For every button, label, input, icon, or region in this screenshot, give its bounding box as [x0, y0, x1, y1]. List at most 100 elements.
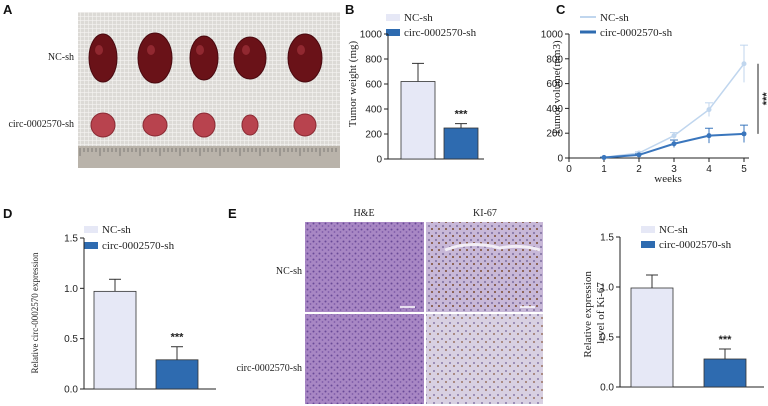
y-tick-label: 0.0 — [600, 383, 614, 394]
legend-label-nc: NC-sh — [102, 224, 131, 236]
legend-b: NC-sh circ-0002570-sh — [386, 12, 477, 39]
legend-label-nc: NC-sh — [600, 12, 629, 24]
significance-label: *** — [455, 109, 469, 121]
tumor-circ — [293, 113, 317, 137]
y-tick-label: 400 — [546, 104, 563, 115]
data-point — [636, 152, 642, 158]
panel-letter-b: B — [345, 2, 355, 17]
tumor-nc — [189, 35, 219, 81]
y-tick-label: 800 — [365, 55, 382, 66]
chart-e-ylabel-line2: level of Ki-67 — [595, 282, 607, 344]
y-tick-label: 0 — [376, 155, 382, 166]
x-tick-label: 0 — [566, 164, 572, 175]
col-label-he: H&E — [353, 208, 374, 219]
tumor-highlight — [297, 45, 305, 55]
bar — [93, 290, 137, 390]
y-tick-label: 1.0 — [600, 283, 614, 294]
legend-swatch-nc — [386, 14, 400, 21]
data-point — [706, 107, 712, 113]
x-tick-label: 4 — [706, 164, 712, 175]
bar — [443, 127, 479, 160]
photo-e-row-label-nc: NC-sh — [276, 266, 302, 277]
x-tick-label: 2 — [636, 164, 642, 175]
tumor-circ — [241, 114, 259, 136]
bar — [155, 359, 199, 390]
data-point — [601, 155, 607, 161]
legend-label-circ: circ-0002570-sh — [102, 240, 175, 252]
photo-row-label-circ: circ-0002570-sh — [8, 119, 74, 130]
y-tick-label: 600 — [365, 80, 382, 91]
y-tick-label: 1000 — [541, 30, 564, 41]
chart-c-xlabel: weeks — [654, 173, 682, 185]
photo-e-row-label-circ: circ-0002570-sh — [236, 363, 302, 374]
legend-label-nc: NC-sh — [659, 224, 688, 236]
legend-label-nc: NC-sh — [404, 12, 433, 24]
y-tick-label: 600 — [546, 79, 563, 90]
tumor-highlight — [242, 45, 250, 55]
ki67-circ-image — [426, 314, 543, 404]
panel-a-photo — [78, 12, 340, 168]
data-point — [741, 131, 747, 137]
y-tick-label: 400 — [365, 105, 382, 116]
tumor-nc — [88, 33, 118, 83]
y-tick-label: 1.5 — [64, 234, 78, 245]
panel-letter-c: C — [556, 2, 566, 17]
y-tick-label: 800 — [546, 54, 563, 65]
photo-row-label-nc: NC-sh — [48, 52, 74, 63]
tumor-circ — [90, 112, 116, 138]
y-tick-label: 0.5 — [600, 333, 614, 344]
tumor-highlight — [196, 45, 204, 55]
y-tick-label: 0 — [557, 154, 563, 165]
legend-swatch-circ — [386, 29, 400, 36]
legend-e: NC-sh circ-0002570-sh — [641, 224, 732, 251]
bar — [703, 358, 747, 388]
tissue-gap — [444, 243, 541, 252]
x-tick-label: 1 — [601, 164, 607, 175]
significance-label: *** — [761, 92, 768, 106]
data-point — [741, 61, 747, 67]
chart-e-ylabel: Relative expression level of Ki-67 — [582, 268, 607, 357]
y-tick-label: 1000 — [360, 30, 383, 41]
chart-d-ylabel: Relative circ-0002570 expression — [30, 252, 40, 373]
legend-swatch-nc — [84, 226, 98, 233]
y-tick-label: 1.0 — [64, 284, 78, 295]
legend-swatch-circ — [84, 242, 98, 249]
significance-label: *** — [171, 332, 185, 344]
tumor-circ — [142, 113, 168, 137]
data-point — [671, 133, 677, 139]
legend-c: NC-sh circ-0002570-sh — [580, 12, 673, 39]
tumor-circ — [192, 112, 216, 138]
data-point — [671, 141, 677, 147]
ki67-nc-image — [426, 222, 543, 312]
y-tick-label: 1.5 — [600, 233, 614, 244]
he-circ-image — [305, 314, 424, 404]
chart-b-ylabel: Tumor weight (mg) — [347, 40, 359, 127]
chart-c-ylabel: Tumor volume(mm3) — [551, 40, 563, 136]
he-nc-image — [305, 222, 424, 312]
x-tick-label: 5 — [741, 164, 747, 175]
tumor-nc — [233, 36, 267, 80]
legend-d: NC-sh circ-0002570-sh — [84, 224, 175, 252]
y-tick-label: 0.5 — [64, 334, 78, 345]
legend-label-circ: circ-0002570-sh — [659, 239, 732, 251]
tumor-nc — [287, 33, 323, 83]
legend-label-circ: circ-0002570-sh — [404, 27, 477, 39]
significance-label: *** — [719, 334, 733, 346]
chart-e-ylabel-line1: Relative expression — [582, 271, 594, 358]
bar — [630, 287, 674, 388]
x-tick-label: 3 — [671, 164, 677, 175]
data-point — [706, 133, 712, 139]
tumor-nc — [137, 32, 173, 84]
legend-swatch-nc — [641, 226, 655, 233]
tumor-highlight — [147, 45, 155, 55]
tumor-highlight — [95, 45, 103, 55]
legend-swatch-circ — [641, 241, 655, 248]
y-tick-label: 0.0 — [64, 385, 78, 396]
panel-letter-a: A — [3, 2, 13, 17]
ruler — [78, 146, 340, 168]
legend-label-circ: circ-0002570-sh — [600, 27, 673, 39]
panel-letter-d: D — [3, 206, 13, 221]
y-tick-label: 200 — [546, 129, 563, 140]
y-tick-label: 200 — [365, 130, 382, 141]
